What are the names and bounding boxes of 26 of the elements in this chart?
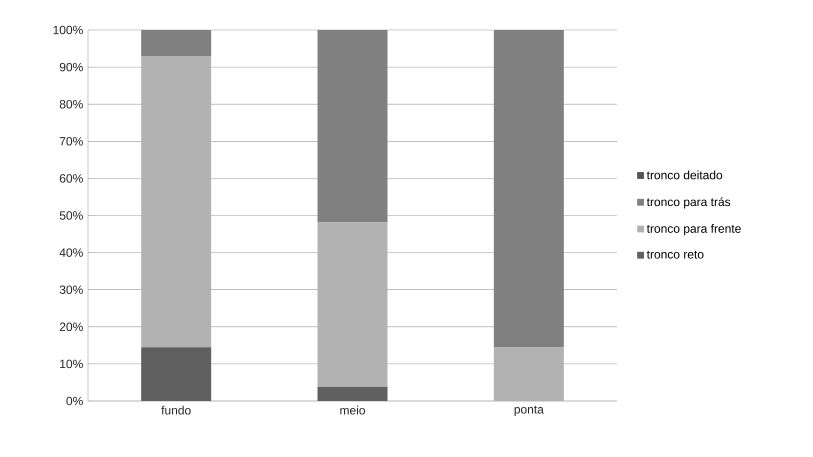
bar xyxy=(141,347,212,402)
legend-label: tronco para frente xyxy=(646,224,741,236)
y-tick-label: 10% xyxy=(60,360,83,368)
x-tick-label: ponta xyxy=(514,406,544,416)
bar xyxy=(494,347,564,402)
x-tick-label: fundo xyxy=(161,406,191,415)
y-tick-label: 80% xyxy=(60,100,83,108)
y-tick-label: 20% xyxy=(60,322,83,332)
legend-label: tronco reto xyxy=(646,250,704,259)
bar xyxy=(141,30,212,56)
bar xyxy=(318,222,388,387)
bar xyxy=(318,30,388,222)
bar xyxy=(494,30,564,348)
y-tick-label: 40% xyxy=(60,248,83,257)
x-tick-label: meio xyxy=(340,406,365,415)
y-tick-label: 30% xyxy=(60,285,83,294)
y-tick-label: 90% xyxy=(60,62,83,72)
bar xyxy=(141,56,212,348)
y-tick-label: 100% xyxy=(54,26,83,34)
y-tick-label: 50% xyxy=(60,211,83,220)
y-tick-label: 70% xyxy=(60,137,83,146)
bar xyxy=(318,386,388,402)
y-tick-label: 0% xyxy=(66,396,83,406)
legend-label: tronco deitado xyxy=(646,170,722,180)
legend-label: tronco para trás xyxy=(646,197,730,209)
y-tick-label: 60% xyxy=(60,174,83,183)
